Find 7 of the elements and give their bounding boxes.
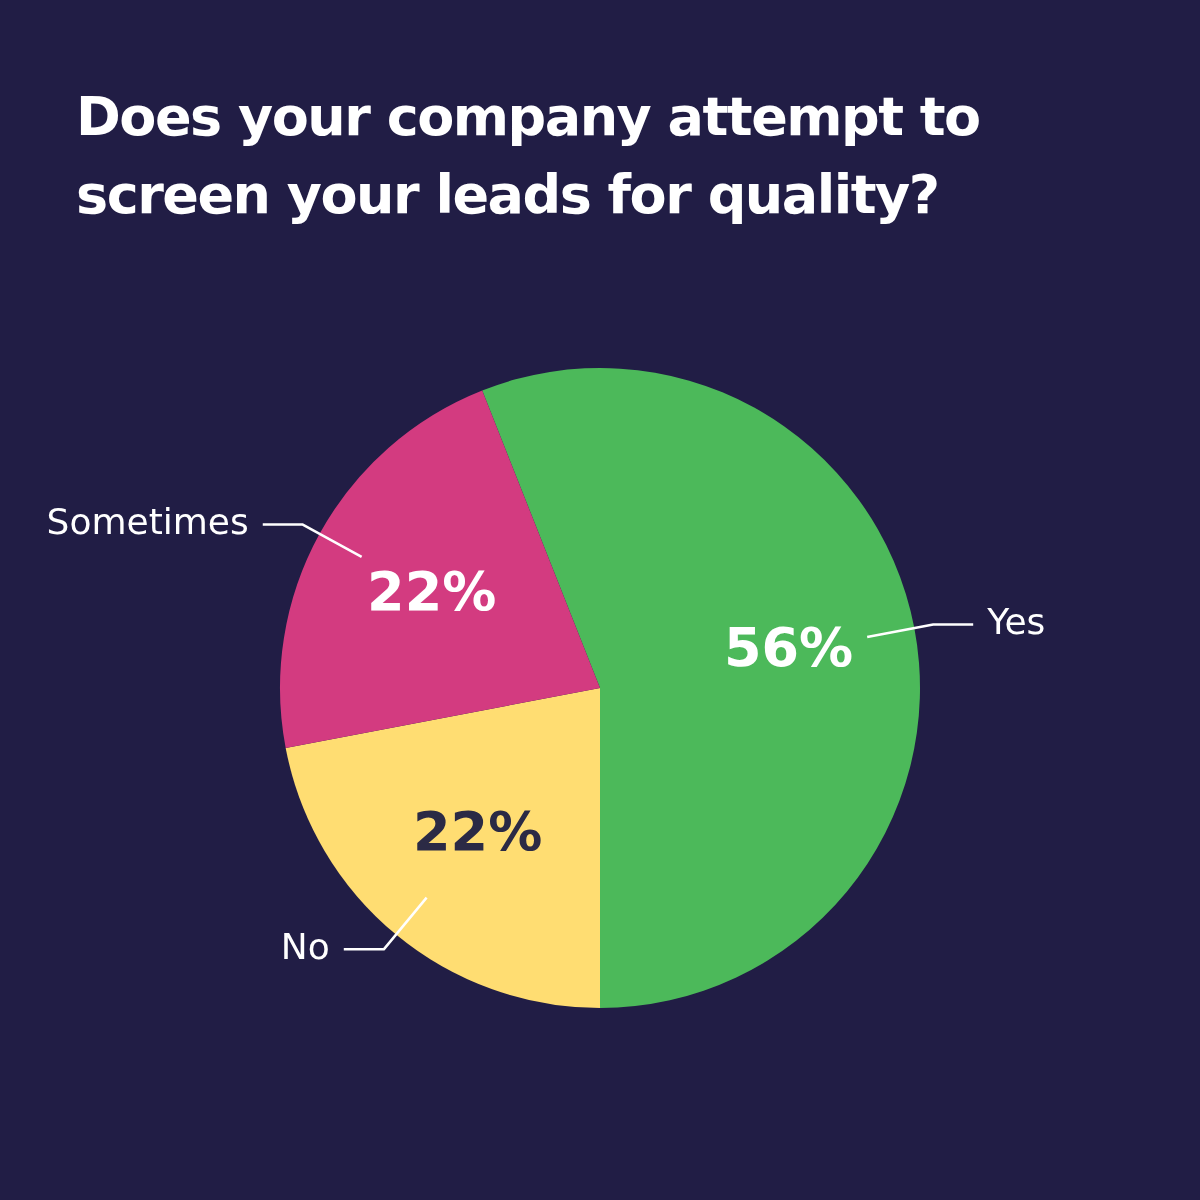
data-label: 22% [412, 799, 543, 863]
data-label: 22% [367, 559, 497, 623]
slice-label: No [280, 925, 330, 967]
slice-label: Sometimes [46, 500, 249, 542]
chart-title: Does your company attempt to screen your leads for quality? [76, 84, 981, 229]
data-label: 56% [723, 616, 854, 680]
slice-label: Yes [986, 600, 1046, 642]
